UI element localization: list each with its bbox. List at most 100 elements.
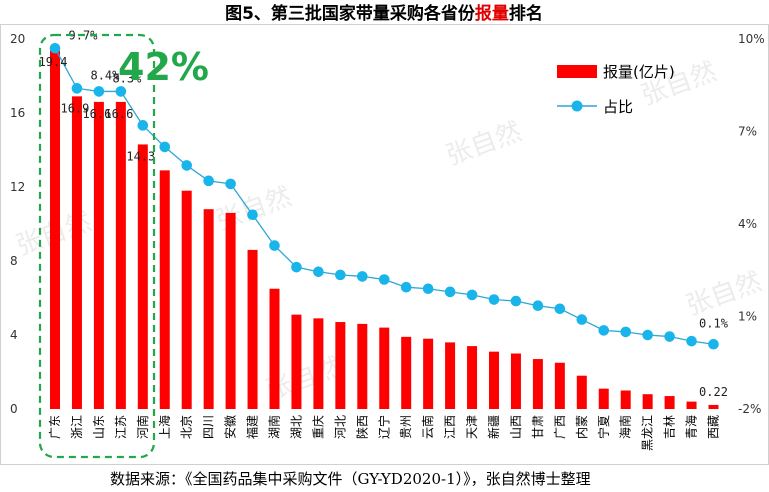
- right-tick-label: 4%: [738, 217, 757, 231]
- bar-辽宁: [379, 327, 390, 409]
- share-point-北京: [181, 160, 192, 171]
- bar-吉林: [664, 396, 675, 409]
- share-point-青海: [686, 335, 697, 347]
- bar-青海: [686, 401, 697, 409]
- bar-江西: [445, 342, 456, 409]
- callout-text: 42%: [118, 45, 209, 89]
- share-point-广西: [554, 303, 566, 315]
- bar-江苏: [115, 101, 126, 410]
- bar-data-label: 19.4: [39, 55, 68, 69]
- share-point-云南: [422, 283, 434, 295]
- bar-山东: [93, 101, 104, 410]
- category-label: 西藏: [707, 415, 721, 439]
- category-label: 重庆: [311, 415, 325, 439]
- share-point-西藏: [708, 338, 719, 350]
- bar-上海: [159, 170, 170, 409]
- category-label: 湖南: [267, 415, 282, 439]
- category-label: 安徽: [223, 415, 238, 439]
- share-point-江苏: [115, 86, 127, 97]
- category-label: 云南: [420, 415, 435, 439]
- bar-series: [50, 50, 719, 410]
- watermark-text: 张自然: [212, 182, 296, 237]
- legend-bar-label: 报量(亿片): [603, 63, 675, 81]
- category-label: 江西: [443, 415, 457, 439]
- category-label: 浙江: [70, 415, 84, 439]
- category-label: 河南: [135, 415, 150, 439]
- line-data-label: 8.3%: [112, 71, 142, 85]
- category-label: 广西: [553, 415, 567, 439]
- legend-line-marker: [571, 100, 583, 112]
- category-label: 山西: [509, 415, 523, 439]
- bar-新疆: [489, 351, 499, 409]
- chart-title-prefix: 图5、第三批国家带量采购各省份: [225, 3, 476, 24]
- category-label: 江苏: [114, 415, 128, 439]
- bar-河北: [335, 322, 346, 409]
- bar-海南: [620, 390, 631, 409]
- share-point-湖南: [269, 240, 280, 251]
- bar-天津: [467, 346, 478, 409]
- legend-bar-swatch: [557, 65, 597, 78]
- left-tick-label: 12: [10, 180, 25, 194]
- category-label: 甘肃: [531, 415, 545, 439]
- bar-data-label: 14.3: [126, 149, 155, 163]
- share-point-安徽: [225, 178, 236, 190]
- bar-浙江: [71, 96, 82, 409]
- share-point-新疆: [488, 294, 500, 305]
- bar-山西: [510, 353, 521, 409]
- share-point-辽宁: [378, 274, 390, 285]
- line-data-label: 0.1%: [699, 316, 729, 330]
- share-point-山西: [510, 295, 522, 307]
- category-label: 湖北: [288, 415, 303, 439]
- share-point-重庆: [313, 266, 324, 278]
- bar-云南: [423, 338, 434, 409]
- category-label: 新疆: [486, 415, 501, 439]
- left-tick-label: 20: [10, 32, 25, 46]
- right-axis-ticks: -2% 1% 4% 7% 10%: [738, 32, 765, 416]
- share-point-甘肃: [532, 300, 544, 312]
- share-point-湖北: [291, 261, 302, 273]
- category-label: 四川: [202, 415, 216, 439]
- legend-line-label: 占比: [603, 98, 633, 116]
- chart-title-highlight: 报量: [475, 3, 509, 24]
- bar-广西: [554, 362, 565, 409]
- bar-data-label: 16.9: [60, 101, 89, 115]
- top5-highlight-box: [38, 33, 156, 459]
- left-tick-label: 0: [10, 402, 18, 416]
- bar-黑龙江: [642, 394, 653, 409]
- legend: 报量(亿片) 占比: [557, 63, 675, 116]
- share-point-河南: [137, 120, 149, 131]
- category-label: 广东: [48, 415, 62, 439]
- category-label: 贵州: [399, 415, 413, 439]
- bar-北京: [181, 190, 192, 409]
- share-point-天津: [466, 289, 478, 301]
- right-tick-label: -2%: [738, 402, 761, 416]
- share-point-广东: [49, 42, 61, 54]
- category-label: 吉林: [663, 415, 677, 439]
- bar-重庆: [313, 318, 324, 409]
- watermark-text: 张自然: [442, 117, 526, 172]
- bar-data-label: 0.22: [699, 385, 728, 399]
- category-label: 黑龙江: [641, 415, 655, 451]
- bar-湖南: [269, 288, 280, 409]
- right-tick-label: 7%: [738, 125, 757, 139]
- category-label: 青海: [684, 415, 699, 439]
- bar-data-label: 16.6: [82, 107, 111, 121]
- source-note: 数据来源：《全国药品集中采购文件（GY-YD2020-1）》，张自然博士整理: [110, 470, 591, 488]
- right-tick-label: 10%: [738, 32, 765, 46]
- share-point-上海: [159, 141, 171, 153]
- share-point-宁夏: [598, 325, 610, 336]
- share-point-浙江: [71, 83, 83, 94]
- share-point-福建: [247, 209, 258, 221]
- share-point-江西: [444, 286, 456, 298]
- share-point-陕西: [357, 271, 368, 282]
- line-series: [49, 42, 719, 350]
- category-label: 辽宁: [376, 415, 391, 439]
- bar-广东: [50, 50, 60, 409]
- category-label: 上海: [157, 415, 172, 439]
- category-labels: 广东 浙江 山东 江苏 河南 上海 北京 四川 安徽 福建 湖南 湖北 重庆 河北 陕西 辽宁 贵州 云南 江西 天津…: [48, 415, 721, 451]
- bar-宁夏: [598, 388, 609, 409]
- left-tick-label: 4: [10, 328, 18, 342]
- right-tick-label: 1%: [738, 310, 757, 324]
- share-point-四川: [203, 175, 214, 187]
